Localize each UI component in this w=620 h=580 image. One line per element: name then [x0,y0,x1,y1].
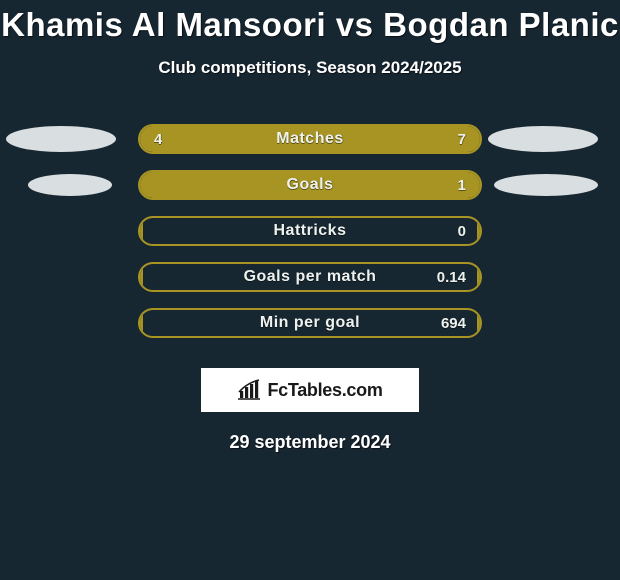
stat-label: Goals [140,172,480,198]
stat-row: 0Hattricks [0,208,620,254]
stat-label: Goals per match [140,264,480,290]
date: 29 september 2024 [0,432,620,453]
player-ellipse-right [488,126,598,152]
stat-label: Matches [140,126,480,152]
stat-bar: 1Goals [138,170,482,200]
stat-bar: 47Matches [138,124,482,154]
subtitle: Club competitions, Season 2024/2025 [0,58,620,78]
stat-bar: 0Hattricks [138,216,482,246]
logo-box: FcTables.com [201,368,419,412]
stat-label: Min per goal [140,310,480,336]
bar-chart-icon [237,379,261,401]
page-title: Khamis Al Mansoori vs Bogdan Planic [0,0,620,44]
stat-bar: 694Min per goal [138,308,482,338]
stat-bar: 0.14Goals per match [138,262,482,292]
player-ellipse-left [6,126,116,152]
stat-row: 694Min per goal [0,300,620,346]
player-ellipse-left [28,174,112,196]
stat-row: 47Matches [0,116,620,162]
stats-rows-container: 47Matches 1Goals 0Hattricks 0.14Goals per m… [0,116,620,346]
stat-row: 1Goals [0,162,620,208]
logo-text: FcTables.com [267,380,382,401]
stat-row: 0.14Goals per match [0,254,620,300]
player-ellipse-right [494,174,598,196]
stat-label: Hattricks [140,218,480,244]
